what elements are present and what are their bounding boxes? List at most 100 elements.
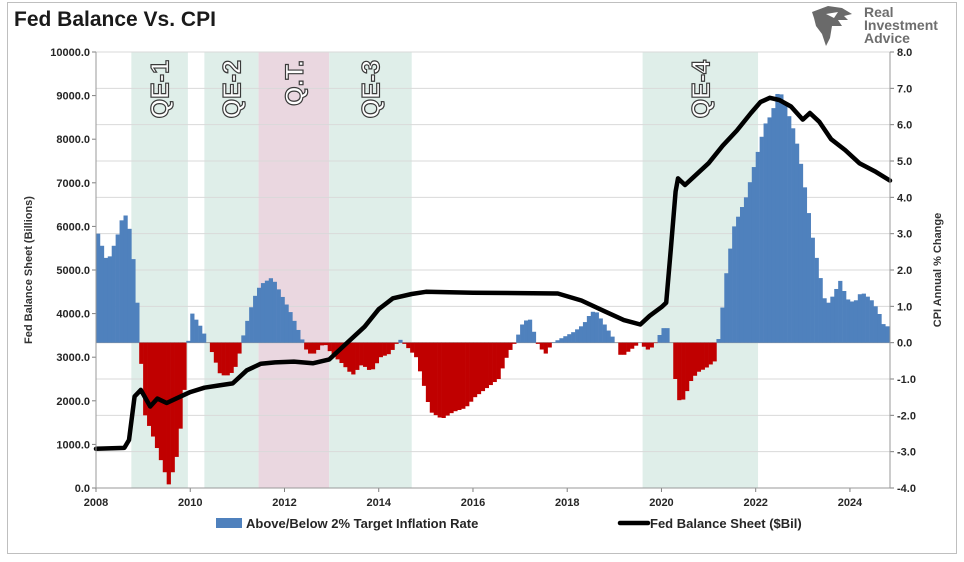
x-tick-label: 2014 <box>366 497 391 509</box>
inflation-bar <box>410 342 415 353</box>
inflation-bar <box>677 342 682 401</box>
inflation-bar <box>806 213 811 343</box>
inflation-bar <box>527 319 533 343</box>
x-tick-label: 2016 <box>461 497 485 509</box>
right-tick-label: 3.0 <box>897 229 912 241</box>
inflation-bar <box>610 336 615 343</box>
inflation-bar <box>323 342 328 346</box>
left-tick-label: 5000.0 <box>56 265 90 277</box>
inflation-bar <box>96 233 101 343</box>
inflation-bar <box>115 234 120 343</box>
inflation-bar <box>849 301 855 343</box>
x-tick-label: 2022 <box>743 497 767 509</box>
inflation-bar <box>704 342 709 368</box>
inflation-bar <box>681 342 686 400</box>
right-tick-label: 6.0 <box>897 120 912 132</box>
right-tick-label: -4.0 <box>897 483 916 495</box>
left-tick-label: 8000.0 <box>56 134 90 146</box>
right-tick-label: -3.0 <box>897 447 916 459</box>
left-tick-label: 7000.0 <box>56 178 90 190</box>
inflation-bar <box>873 306 878 343</box>
right-tick-label: 5.0 <box>897 156 912 168</box>
inflation-bar <box>119 220 124 343</box>
inflation-bar <box>394 342 399 344</box>
inflation-bar <box>559 338 564 343</box>
inflation-bar <box>327 342 332 352</box>
inflation-bar <box>673 342 678 379</box>
inflation-bar <box>814 257 819 343</box>
inflation-bar <box>767 117 772 343</box>
inflation-bar <box>398 339 403 343</box>
inflation-bar <box>449 342 454 414</box>
right-tick-label: 8.0 <box>897 47 912 59</box>
inflation-bar <box>571 332 576 343</box>
inflation-bar <box>343 342 348 368</box>
shaded-period-label: QE-4 <box>687 60 715 118</box>
inflation-bar <box>359 342 364 366</box>
inflation-bar <box>594 312 599 343</box>
inflation-bar <box>221 342 226 376</box>
inflation-bar <box>700 342 705 370</box>
inflation-bar <box>178 342 183 429</box>
inflation-bar <box>417 342 423 372</box>
inflation-bar <box>339 342 344 364</box>
inflation-bar <box>139 342 144 364</box>
inflation-bar <box>512 342 517 344</box>
inflation-bar <box>791 128 796 343</box>
inflation-bar <box>496 342 501 379</box>
inflation-bar <box>241 335 246 343</box>
inflation-bar <box>665 328 670 343</box>
inflation-bar <box>382 342 387 356</box>
inflation-bar <box>355 342 360 370</box>
left-tick-label: 0.0 <box>75 483 90 495</box>
inflation-bar <box>622 342 627 355</box>
inflation-bar <box>712 342 717 362</box>
inflation-bar <box>633 342 639 346</box>
inflation-bar <box>217 342 222 374</box>
inflation-bar <box>166 342 171 485</box>
inflation-bar <box>441 342 446 418</box>
inflation-bar <box>472 342 478 398</box>
x-tick-label: 2020 <box>649 497 673 509</box>
inflation-bar <box>170 342 175 473</box>
shaded-period-label: QE-2 <box>218 60 246 118</box>
inflation-bar <box>563 336 568 343</box>
inflation-bar <box>606 330 611 343</box>
left-tick-label: 1000.0 <box>56 439 90 451</box>
inflation-bar <box>378 342 383 358</box>
inflation-bar <box>347 342 352 372</box>
inflation-bar <box>233 342 238 367</box>
inflation-bar <box>685 342 690 392</box>
inflation-bar <box>272 281 277 343</box>
x-tick-label: 2008 <box>84 497 108 509</box>
inflation-bar <box>716 339 721 343</box>
inflation-bar <box>480 342 486 392</box>
inflation-bar <box>747 182 753 343</box>
inflation-bar <box>853 300 859 343</box>
inflation-bar <box>237 342 242 354</box>
inflation-bar <box>123 215 128 343</box>
inflation-bar <box>618 342 623 355</box>
inflation-bar <box>111 245 116 343</box>
inflation-bar <box>150 342 156 437</box>
inflation-bar <box>268 278 274 343</box>
shaded-period-label: QE-1 <box>147 60 175 118</box>
inflation-bar <box>154 342 160 449</box>
inflation-bar <box>260 283 266 343</box>
inflation-bar <box>135 302 140 343</box>
inflation-bar <box>311 342 317 354</box>
inflation-bar <box>229 342 234 373</box>
brand-logo: Real Investment Advice <box>808 4 958 50</box>
inflation-bar <box>245 320 250 343</box>
inflation-bar <box>838 280 843 343</box>
inflation-bar <box>881 324 886 343</box>
inflation-bar <box>131 259 136 343</box>
inflation-bar <box>830 296 835 343</box>
inflation-bar <box>524 320 529 343</box>
inflation-bar <box>319 342 325 346</box>
inflation-bar <box>783 104 788 343</box>
inflation-bar <box>194 319 199 343</box>
shaded-period-label: QE-3 <box>357 60 385 118</box>
inflation-bar <box>834 288 839 343</box>
inflation-bar <box>696 342 702 372</box>
